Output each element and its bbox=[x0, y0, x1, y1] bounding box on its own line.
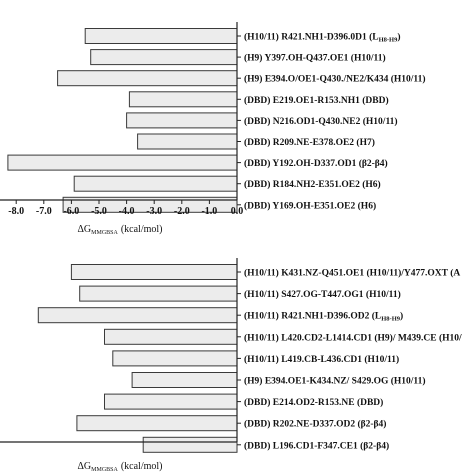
chart-bottom: (H10/11) K431.NZ-Q451.OE1 (H10/11)/Y477.… bbox=[0, 258, 462, 473]
x-axis-title-subscript: MMGBSA bbox=[91, 467, 118, 473]
category-label: (DBD) E219.OE1-R153.NH1 (DBD) bbox=[244, 95, 389, 106]
category-label-subscript: H8-H9 bbox=[381, 316, 401, 323]
category-label: (H10/11) L419.CB-L436.CD1 (H10/11) bbox=[244, 354, 399, 365]
x-tick-label: -4.0 bbox=[119, 206, 135, 217]
bar bbox=[112, 350, 238, 367]
bar bbox=[70, 264, 238, 280]
category-label: (DBD) R202.NE-D337.OD2 (β2-β4) bbox=[244, 419, 386, 430]
category-label: (H10/11) L420.CD2-L1414.CD1 (H9)/ M439.C… bbox=[244, 332, 462, 343]
category-label-text: (H9) E394.O/OE1-Q430./NE2/K434 (H10/11) bbox=[244, 74, 426, 85]
x-axis-title-unit: (kcal/mol) bbox=[121, 461, 163, 472]
category-label-text: (DBD) E214.OD2-R153.NE (DBD) bbox=[244, 397, 383, 408]
x-tick-label: -1.0 bbox=[201, 206, 217, 217]
category-label: (DBD) L196.CD1-F347.CE1 (β2-β4) bbox=[244, 440, 389, 451]
category-label-text: (H10/11) L420.CD2-L1414.CD1 (H9)/ M439.C… bbox=[244, 332, 462, 343]
category-label: (DBD) R209.NE-E378.OE2 (H7) bbox=[244, 137, 375, 148]
x-tick-label: -2.0 bbox=[174, 206, 190, 217]
x-tick-label: -8.0 bbox=[8, 206, 24, 217]
category-label: (H10/11) R421.NH1-D396.0D1 (LH8-H9) bbox=[244, 32, 401, 44]
bar bbox=[57, 70, 238, 87]
category-label: (DBD) R184.NH2-E351.OE2 (H6) bbox=[244, 179, 381, 190]
category-label: (DBD) Y169.OH-E351.OE2 (H6) bbox=[244, 200, 376, 211]
category-label: (DBD) Y192.OH-D337.OD1 (β2-β4) bbox=[244, 158, 388, 169]
category-label-text: (DBD) R202.NE-D337.OD2 (β2-β4) bbox=[244, 419, 386, 430]
category-label: (DBD) E214.OD2-R153.NE (DBD) bbox=[244, 397, 383, 408]
category-label-text: (DBD) E219.OE1-R153.NH1 (DBD) bbox=[244, 95, 389, 106]
bar bbox=[7, 154, 238, 171]
category-label-text: (DBD) R209.NE-E378.OE2 (H7) bbox=[244, 137, 375, 148]
chart-top: (H10/11) R421.NH1-D396.0D1 (LH8-H9) (H9) … bbox=[0, 22, 426, 236]
x-tick-label: -5.0 bbox=[91, 206, 107, 217]
category-label-text: (DBD) L196.CD1-F347.CE1 (β2-β4) bbox=[244, 440, 389, 451]
x-axis-title-subscript: MMGBSA bbox=[91, 230, 118, 236]
bar bbox=[76, 415, 238, 432]
category-label: (H9) E394.OE1-K434.NZ/ S429.OG (H10/11) bbox=[244, 376, 426, 387]
x-tick-label: -6.0 bbox=[63, 206, 79, 217]
category-label-text: (DBD) Y169.OH-E351.OE2 (H6) bbox=[244, 200, 376, 211]
category-label-text: (H9) Y397.OH-Q437.OE1 (H10/11) bbox=[244, 53, 386, 64]
category-label: (H10/11) K431.NZ-Q451.OE1 (H10/11)/Y477.… bbox=[244, 268, 460, 279]
category-label-subscript: H8-H9 bbox=[379, 37, 399, 44]
category-label-end: ) bbox=[400, 311, 403, 322]
category-label: (H10/11) S427.OG-T447.OG1 (H10/11) bbox=[244, 289, 401, 300]
bar bbox=[79, 285, 238, 302]
category-label: (H9) Y397.OH-Q437.OE1 (H10/11) bbox=[244, 53, 386, 64]
category-label-text: (H10/11) K431.NZ-Q451.OE1 (H10/11)/Y477.… bbox=[244, 268, 460, 279]
category-label-text: (H10/11) R421.NH1-D396.OD2 (L bbox=[244, 311, 381, 322]
category-label: (H9) E394.O/OE1-Q430./NE2/K434 (H10/11) bbox=[244, 74, 426, 85]
category-label: (DBD) N216.OD1-Q430.NE2 (H10/11) bbox=[244, 116, 398, 127]
x-tick-label: -3.0 bbox=[146, 206, 162, 217]
bar bbox=[73, 175, 238, 192]
x-axis-title: ΔGMMGBSA (kcal/mol) bbox=[78, 461, 163, 473]
x-tick-label: 0.0 bbox=[231, 206, 244, 217]
category-label-end: ) bbox=[397, 32, 400, 43]
x-axis-title: ΔGMMGBSA (kcal/mol) bbox=[78, 224, 163, 236]
bar bbox=[104, 328, 238, 345]
bar bbox=[128, 91, 238, 108]
bar bbox=[142, 436, 238, 453]
category-label-text: (H10/11) R421.NH1-D396.0D1 (L bbox=[244, 32, 379, 43]
bar bbox=[104, 393, 238, 410]
x-axis-title-unit: (kcal/mol) bbox=[121, 224, 163, 235]
x-tick-label: -7.0 bbox=[36, 206, 52, 217]
x-axis-title-main: ΔG bbox=[78, 224, 92, 235]
category-label-text: (H9) E394.OE1-K434.NZ/ S429.OG (H10/11) bbox=[244, 376, 426, 387]
bar bbox=[126, 112, 238, 129]
bar bbox=[131, 372, 238, 388]
x-axis-title-main: ΔG bbox=[78, 461, 92, 472]
category-label-text: (H10/11) S427.OG-T447.OG1 (H10/11) bbox=[244, 289, 401, 300]
bar bbox=[90, 49, 238, 66]
bar bbox=[84, 28, 238, 44]
category-label-text: (DBD) N216.OD1-Q430.NE2 (H10/11) bbox=[244, 116, 398, 127]
category-label-text: (H10/11) L419.CB-L436.CD1 (H10/11) bbox=[244, 354, 399, 365]
bar bbox=[137, 133, 238, 150]
bar bbox=[37, 307, 238, 324]
category-label-text: (DBD) R184.NH2-E351.OE2 (H6) bbox=[244, 179, 381, 190]
category-label-text: (DBD) Y192.OH-D337.OD1 (β2-β4) bbox=[244, 158, 388, 169]
category-label: (H10/11) R421.NH1-D396.OD2 (LH8-H9) bbox=[244, 311, 403, 323]
